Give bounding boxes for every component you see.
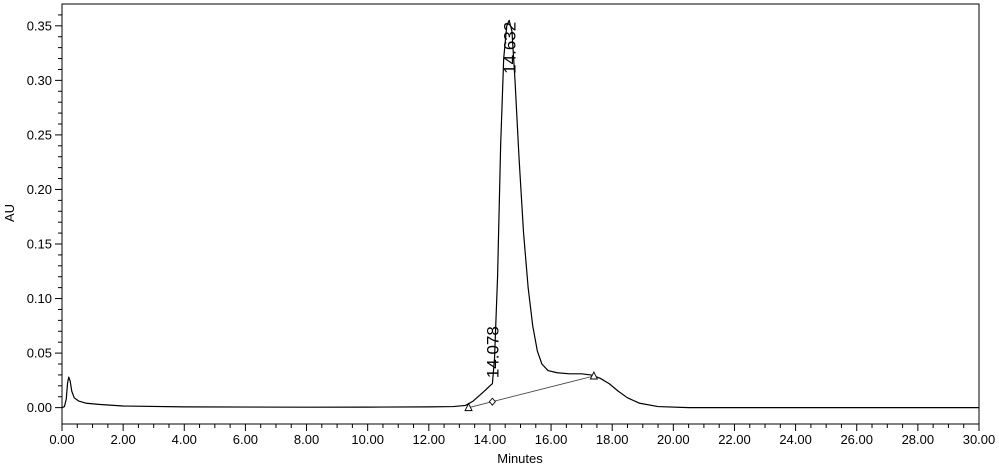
- y-tick-label: 0.20: [27, 182, 52, 197]
- x-tick-label: 14.00: [474, 432, 507, 447]
- y-tick-label: 0.15: [27, 237, 52, 252]
- peak-diamond-marker: [488, 397, 496, 406]
- x-axis-title: Minutes: [497, 451, 543, 466]
- plot-frame: [61, 3, 980, 425]
- x-axis-ticks: 0.00 2.00 4.00 6.00 8.00 10.00 12.00 14.00 16.00…: [49, 424, 995, 447]
- x-tick-label: 6.00: [233, 432, 258, 447]
- series-layer: [61, 19, 979, 409]
- x-tick-label: 4.00: [172, 432, 197, 447]
- x-tick-label: 20.00: [657, 432, 690, 447]
- x-tick-label: 10.00: [351, 432, 384, 447]
- baseline-triangle-marker: [464, 402, 473, 412]
- x-tick-label: 2.00: [110, 432, 135, 447]
- x-tick-label: 16.00: [535, 432, 568, 447]
- peak-retention-label: 14.078: [483, 326, 502, 378]
- y-tick-label: 0.00: [27, 400, 52, 415]
- baseline-layer: [468, 375, 594, 409]
- x-tick-label: 8.00: [294, 432, 319, 447]
- x-tick-label: 28.00: [902, 432, 935, 447]
- y-axis-title: AU: [2, 204, 17, 222]
- x-tick-label: 0.00: [49, 432, 74, 447]
- peak-retention-label: 14.632: [500, 22, 519, 74]
- integration-baseline: [468, 375, 594, 409]
- x-tick-label: 18.00: [596, 432, 629, 447]
- y-tick-label: 0.05: [27, 346, 52, 361]
- y-tick-label: 0.10: [27, 291, 52, 306]
- chromatogram-trace: [61, 19, 979, 409]
- x-tick-label: 24.00: [779, 432, 812, 447]
- x-tick-label: 12.00: [413, 432, 446, 447]
- annotation-layer: 14.078 14.632: [483, 22, 519, 378]
- x-tick-label: 26.00: [840, 432, 873, 447]
- x-tick-label: 22.00: [718, 432, 751, 447]
- baseline-triangle-marker: [589, 370, 599, 380]
- marker-layer: [464, 370, 599, 412]
- x-tick-label: 30.00: [963, 432, 996, 447]
- y-tick-label: 0.25: [27, 127, 52, 142]
- y-axis-ticks: 0.00 0.05 0.10 0.15 0.20 0.25 0.30 0.35: [27, 14, 62, 415]
- y-tick-label: 0.35: [27, 18, 52, 33]
- y-tick-label: 0.30: [27, 73, 52, 88]
